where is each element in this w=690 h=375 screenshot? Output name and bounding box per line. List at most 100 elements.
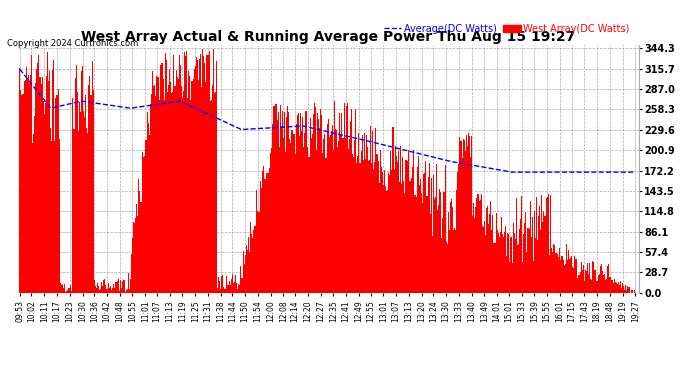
Bar <box>477 194 479 293</box>
Bar <box>116 282 117 293</box>
Bar <box>587 263 588 293</box>
Bar <box>188 70 189 293</box>
Bar <box>366 135 367 293</box>
Bar <box>634 290 635 293</box>
Bar <box>69 288 70 293</box>
Bar <box>37 63 39 293</box>
Bar <box>572 267 573 293</box>
Bar <box>335 129 336 293</box>
Bar <box>122 281 124 293</box>
Bar <box>344 138 346 293</box>
Bar <box>333 150 334 293</box>
Bar <box>314 103 315 293</box>
Bar <box>483 227 484 293</box>
Bar <box>474 218 475 293</box>
Bar <box>399 182 400 293</box>
Bar <box>282 111 283 293</box>
Bar <box>373 169 375 293</box>
Bar <box>590 279 591 293</box>
Bar <box>39 77 41 293</box>
Bar <box>232 274 233 293</box>
Bar <box>118 279 119 293</box>
Bar <box>23 81 25 293</box>
Bar <box>270 153 271 293</box>
Bar <box>252 238 253 293</box>
Bar <box>290 143 291 293</box>
Bar <box>50 128 51 293</box>
Bar <box>117 281 118 293</box>
Bar <box>337 147 338 293</box>
Bar <box>526 252 527 293</box>
Bar <box>372 132 373 293</box>
Bar <box>339 112 340 293</box>
Bar <box>92 90 94 293</box>
Bar <box>251 234 252 293</box>
Bar <box>518 244 519 293</box>
Bar <box>466 135 467 293</box>
Bar <box>350 121 351 293</box>
Bar <box>564 264 566 293</box>
Bar <box>59 284 61 293</box>
Bar <box>458 164 460 293</box>
Bar <box>296 124 297 293</box>
Bar <box>501 217 502 293</box>
Bar <box>550 195 551 293</box>
Bar <box>627 286 629 293</box>
Bar <box>361 151 362 293</box>
Bar <box>34 116 35 293</box>
Bar <box>218 277 219 293</box>
Bar <box>533 261 534 293</box>
Bar <box>603 275 604 293</box>
Bar <box>216 61 217 293</box>
Bar <box>438 205 440 293</box>
Bar <box>600 266 601 293</box>
Bar <box>201 87 202 293</box>
Bar <box>238 284 239 293</box>
Bar <box>382 172 383 293</box>
Bar <box>413 150 414 293</box>
Bar <box>182 98 183 293</box>
Bar <box>134 223 135 293</box>
Bar <box>495 213 497 293</box>
Bar <box>77 92 78 293</box>
Bar <box>451 199 452 293</box>
Bar <box>578 274 580 293</box>
Bar <box>312 134 313 293</box>
Bar <box>100 290 101 293</box>
Bar <box>340 135 342 293</box>
Bar <box>68 288 69 293</box>
Bar <box>574 256 575 293</box>
Bar <box>84 117 85 293</box>
Bar <box>46 76 47 293</box>
Bar <box>351 108 352 293</box>
Bar <box>306 111 307 293</box>
Bar <box>370 126 371 293</box>
Bar <box>144 156 145 293</box>
Bar <box>551 248 552 293</box>
Bar <box>187 98 188 293</box>
Bar <box>446 244 448 293</box>
Bar <box>326 124 328 293</box>
Bar <box>402 156 403 293</box>
Bar <box>529 229 530 293</box>
Bar <box>457 172 458 293</box>
Bar <box>554 244 555 293</box>
Bar <box>88 85 90 293</box>
Bar <box>212 85 213 293</box>
Bar <box>298 112 299 293</box>
Bar <box>589 263 590 293</box>
Bar <box>57 88 59 293</box>
Bar <box>217 288 218 293</box>
Bar <box>493 243 495 293</box>
Bar <box>25 80 26 293</box>
Bar <box>108 288 110 293</box>
Bar <box>488 224 489 293</box>
Bar <box>106 289 108 293</box>
Bar <box>85 95 86 293</box>
Bar <box>358 133 359 293</box>
Bar <box>422 203 423 293</box>
Bar <box>489 214 491 293</box>
Bar <box>146 140 147 293</box>
Bar <box>386 191 387 293</box>
Bar <box>147 112 148 293</box>
